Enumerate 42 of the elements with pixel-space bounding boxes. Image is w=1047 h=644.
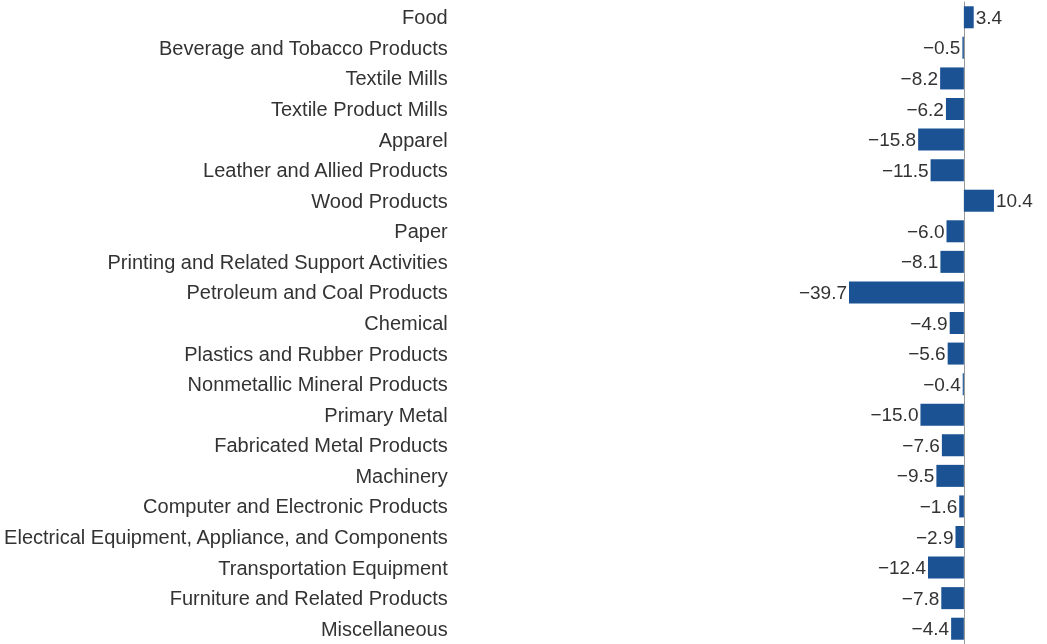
y-tick-label: Petroleum and Coal Products	[186, 281, 448, 304]
y-tick-label: Electrical Equipment, Appliance, and Components	[4, 526, 448, 548]
data-label: −0.5	[922, 37, 961, 59]
y-tick-label: Textile Product Mills	[270, 98, 448, 120]
y-tick-label: Textile Mills	[345, 67, 448, 90]
y-tick-label: Primary Metal	[324, 403, 448, 426]
y-tick-label: Paper	[394, 220, 449, 243]
data-label: −39.7	[798, 281, 847, 303]
data-label: −6.0	[906, 220, 945, 242]
y-tick-label: Printing and Related Support Activities	[107, 250, 448, 273]
data-label: −7.8	[901, 587, 940, 609]
data-label: −4.4	[911, 618, 950, 640]
data-label: 3.4	[975, 6, 1003, 28]
y-tick-label: Computer and Electronic Products	[143, 495, 448, 518]
y-tick-label: Furniture and Related Products	[169, 587, 448, 610]
data-label: −2.9	[915, 526, 954, 548]
y-tick-label: Beverage and Tobacco Products	[158, 36, 448, 59]
data-label: −1.6	[919, 495, 958, 517]
data-label: −8.2	[900, 67, 939, 89]
data-label: −9.5	[896, 465, 935, 487]
data-label: −6.2	[906, 98, 944, 120]
data-label: −8.1	[900, 251, 939, 273]
y-tick-label: Machinery	[355, 464, 448, 487]
y-tick-label: Plastics and Rubber Products	[184, 342, 448, 365]
y-tick-label: Apparel	[378, 128, 448, 151]
y-tick-label: Chemical	[364, 312, 448, 334]
data-label: 10.4	[995, 190, 1034, 212]
data-label: −0.4	[923, 373, 962, 395]
data-label: −5.6	[908, 343, 946, 365]
y-tick-label: Wood Products	[311, 189, 448, 212]
y-tick-label: Nonmetallic Mineral Products	[187, 373, 448, 396]
y-tick-label: Miscellaneous	[320, 617, 448, 640]
y-tick-label: Transportation Equipment	[218, 556, 449, 579]
y-tick-label: Fabricated Metal Products	[214, 434, 448, 457]
data-label: −7.6	[902, 434, 940, 456]
y-tick-label: Food	[402, 6, 448, 29]
data-label: −15.8	[868, 129, 917, 151]
data-label: −15.0	[870, 404, 919, 426]
data-label: −4.9	[910, 312, 948, 334]
y-tick-label: Leather and Allied Products	[203, 159, 448, 182]
data-label: −12.4	[877, 557, 927, 579]
data-label: −11.5	[881, 159, 929, 181]
